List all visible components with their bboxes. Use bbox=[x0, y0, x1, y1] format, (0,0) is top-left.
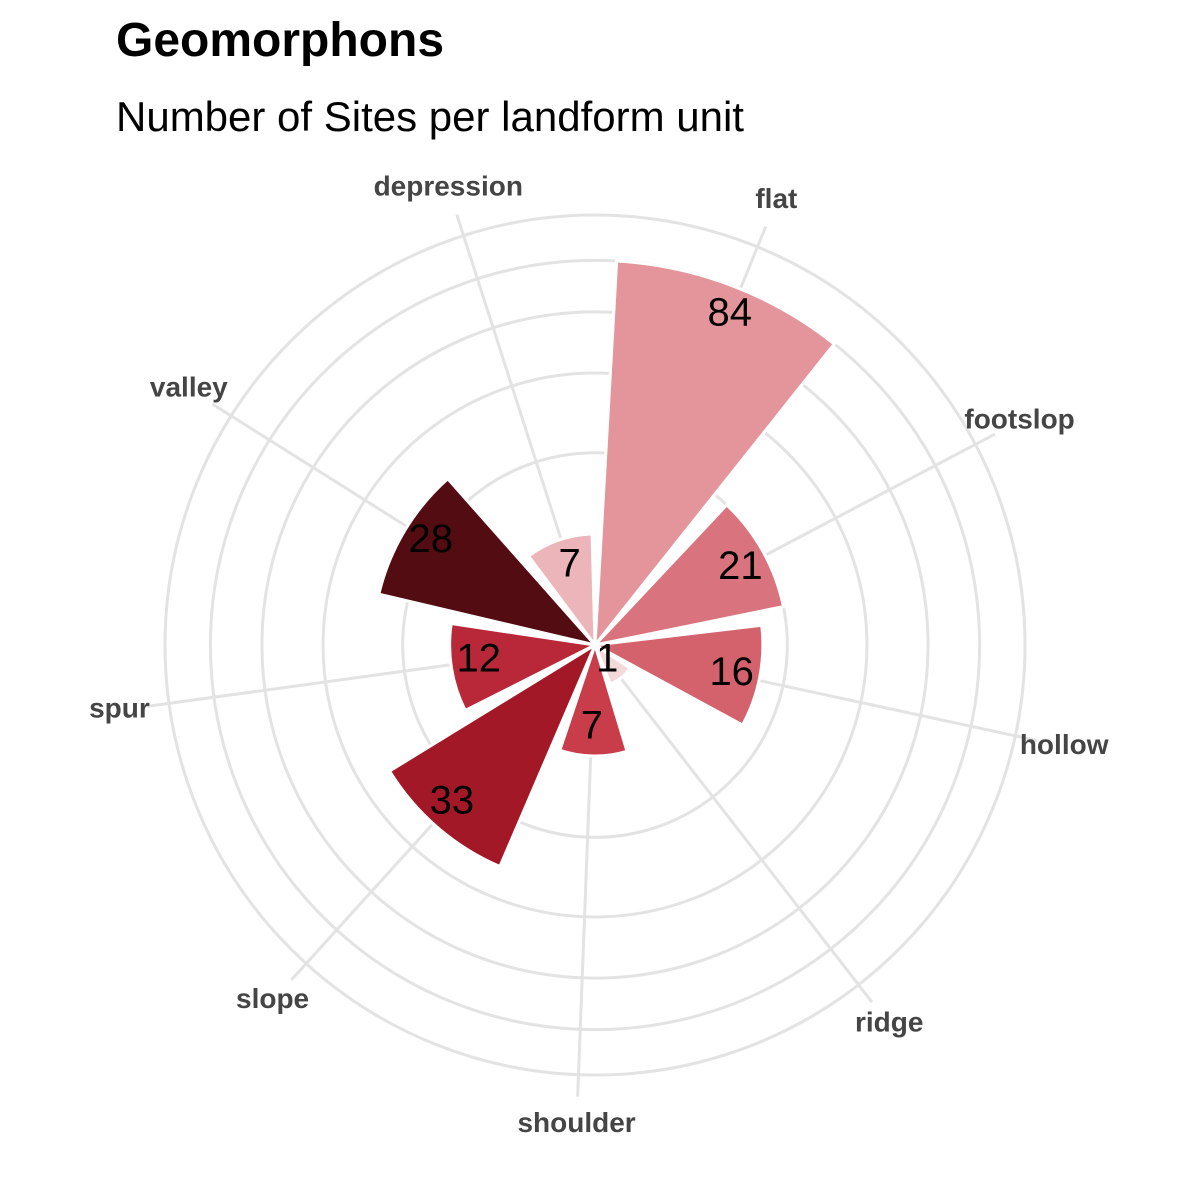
category-label-hollow: hollow bbox=[1020, 729, 1109, 760]
grid-circle bbox=[260, 310, 930, 980]
category-label-spur: spur bbox=[89, 693, 150, 724]
bar-spur bbox=[448, 621, 600, 713]
value-labels: 84 21 16 1 7 33 12 28 7 bbox=[409, 290, 763, 822]
category-label-valley: valley bbox=[150, 372, 228, 403]
bar-depression bbox=[526, 532, 597, 650]
bar-flat bbox=[593, 259, 837, 650]
bar-ridge bbox=[591, 641, 633, 686]
grid-spoke bbox=[593, 644, 874, 1004]
value-label-hollow: 16 bbox=[709, 650, 754, 694]
category-label-shoulder: shoulder bbox=[517, 1107, 635, 1138]
value-label-spur: 12 bbox=[456, 636, 501, 680]
chart-title: Geomorphons bbox=[116, 14, 445, 67]
category-labels: flat footslop hollow ridge shoulder slope spur… bbox=[89, 170, 1109, 1138]
category-label-flat: flat bbox=[755, 183, 797, 214]
value-label-valley: 28 bbox=[409, 517, 454, 561]
bar-valley bbox=[377, 476, 600, 648]
bar-hollow bbox=[590, 623, 765, 728]
grid-circle bbox=[401, 451, 789, 839]
category-label-slope: slope bbox=[236, 983, 309, 1014]
category-label-ridge: ridge bbox=[855, 1007, 923, 1038]
value-label-ridge: 1 bbox=[596, 636, 618, 680]
value-label-slope: 33 bbox=[430, 778, 475, 822]
value-label-shoulder: 7 bbox=[581, 704, 603, 748]
category-label-depression: depression bbox=[374, 170, 523, 201]
chart-subtitle: Number of Sites per landform unit bbox=[116, 93, 744, 140]
bar-footslop bbox=[590, 502, 786, 648]
value-label-depression: 7 bbox=[558, 542, 580, 586]
bar-slope bbox=[387, 641, 599, 869]
value-label-flat: 84 bbox=[707, 290, 752, 334]
category-label-footslop: footslop bbox=[964, 404, 1074, 435]
value-label-footslop: 21 bbox=[718, 544, 763, 588]
bars bbox=[377, 259, 837, 869]
grid-circle bbox=[163, 213, 1027, 1077]
grid-circle bbox=[208, 258, 982, 1032]
grid-circle bbox=[321, 371, 869, 919]
bar-shoulder bbox=[557, 640, 629, 758]
